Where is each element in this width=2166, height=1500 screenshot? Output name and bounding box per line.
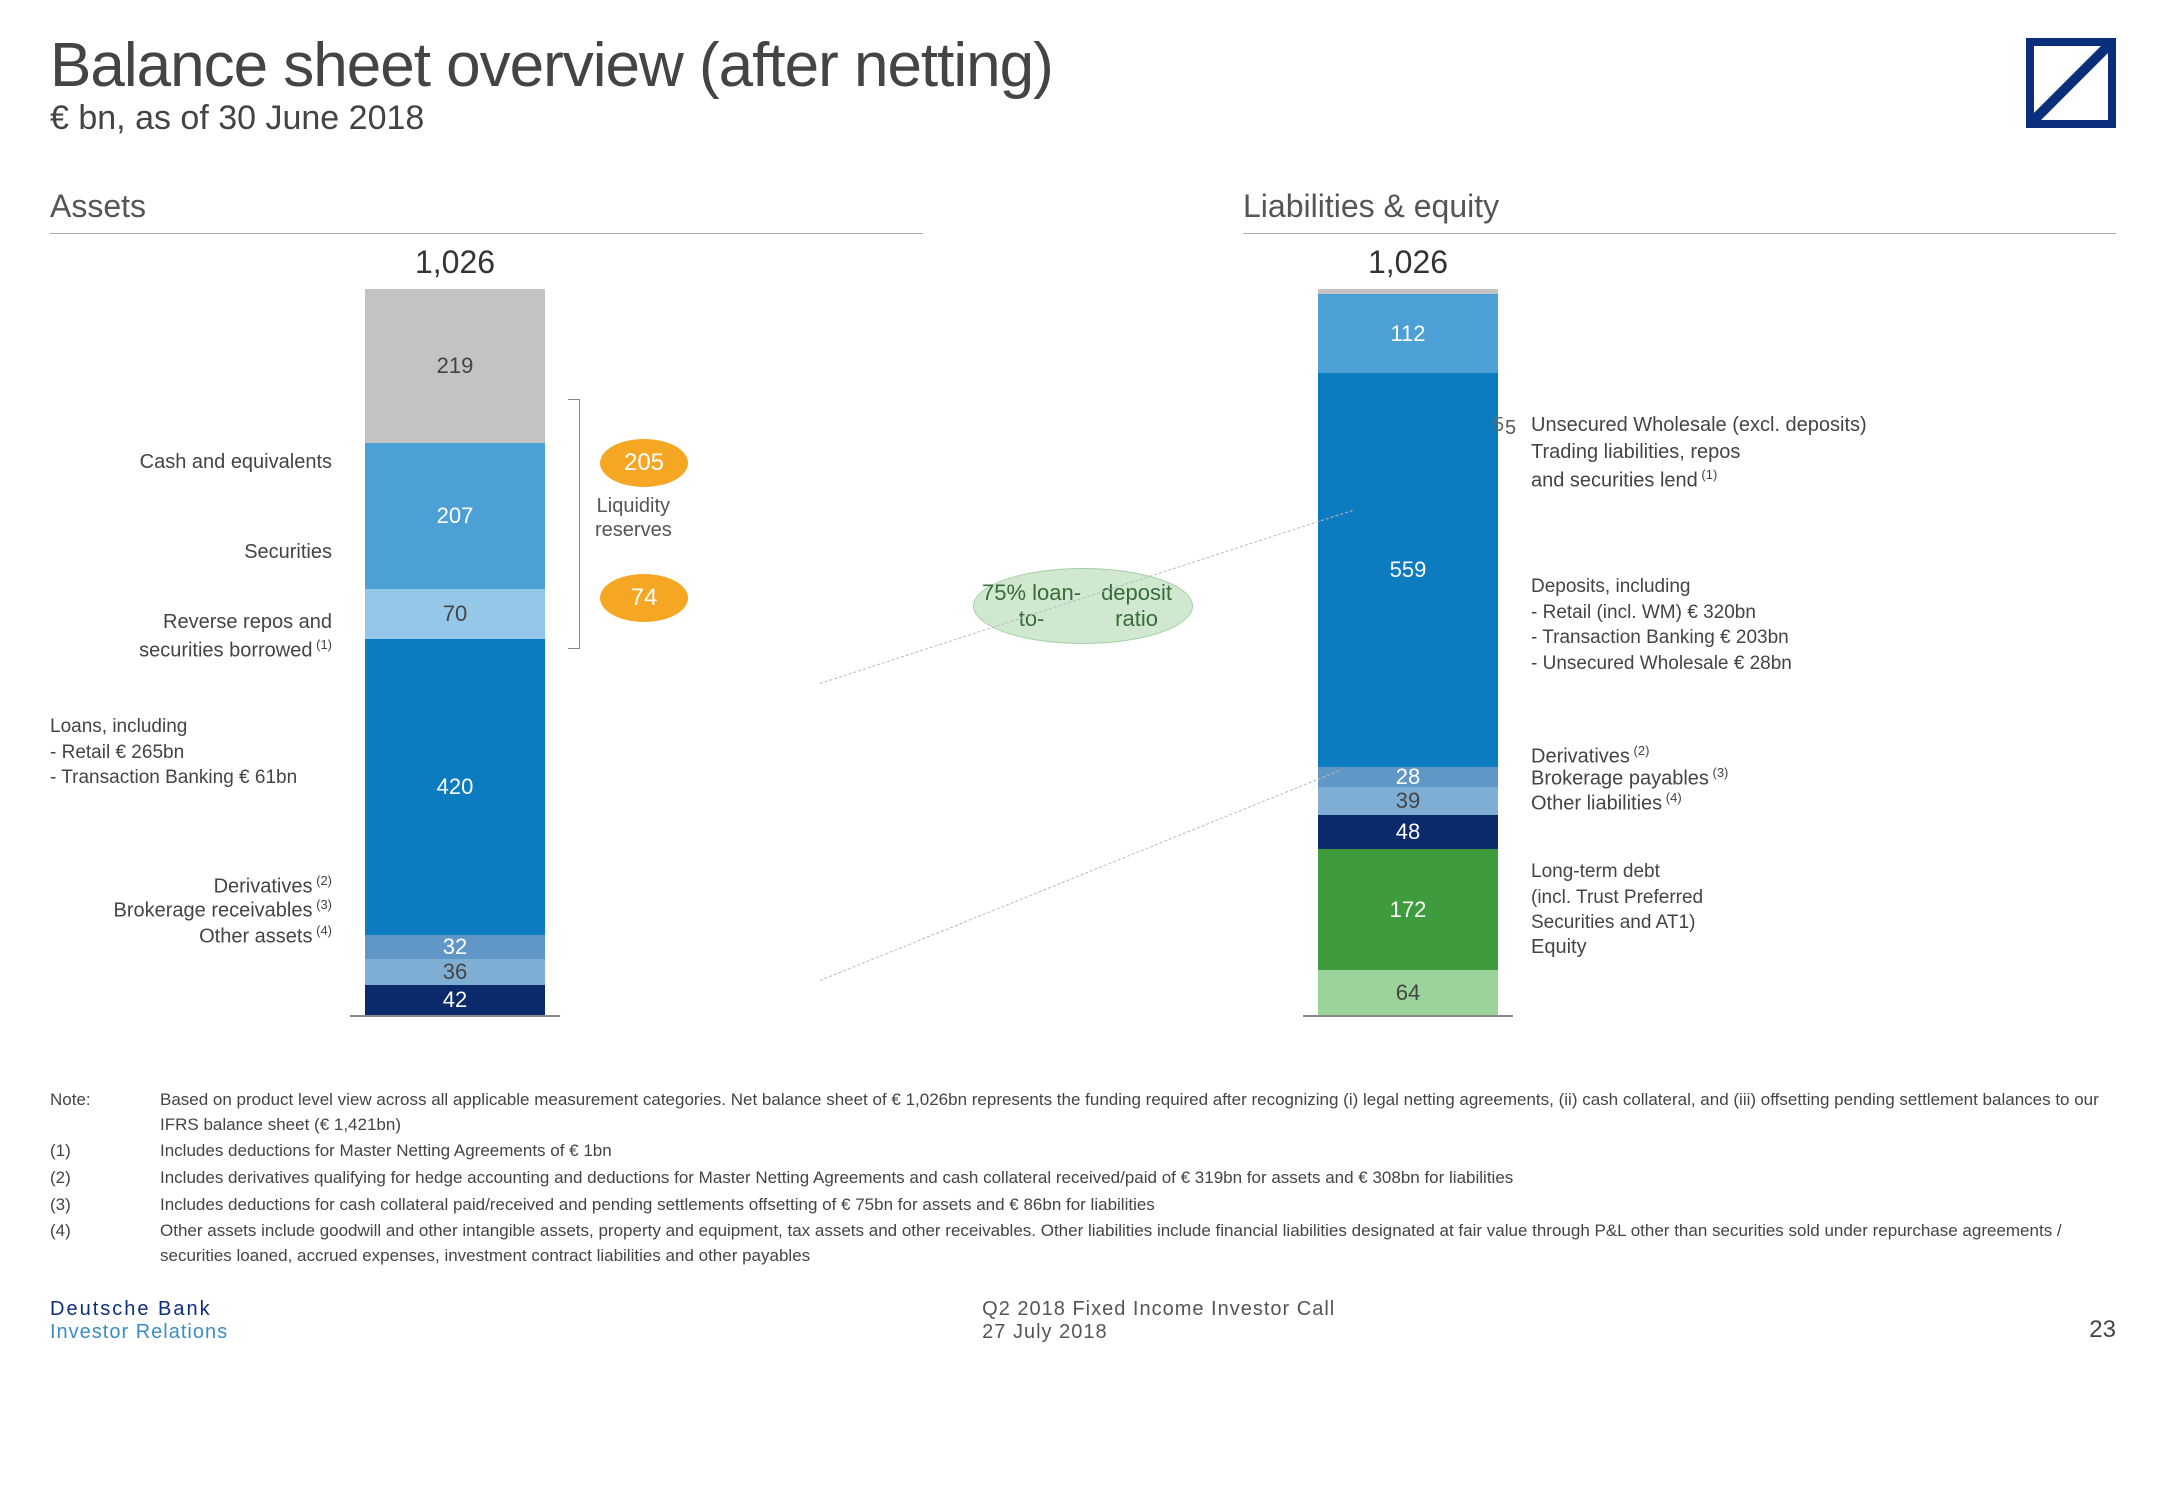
- footer-ir: Investor Relations: [50, 1321, 228, 1344]
- liabilities-bar: 64172483928559112: [1318, 289, 1498, 1015]
- footer-call-title: Q2 2018 Fixed Income Investor Call: [982, 1298, 1335, 1321]
- liabilities-segment-label: Trading liabilities, reposand securities…: [1531, 439, 1951, 495]
- bracket-icon: [568, 399, 580, 649]
- footnote-text: Based on product level view across all a…: [160, 1088, 2116, 1137]
- assets-segment-label: Cash and equivalents: [42, 449, 332, 476]
- liabilities-segment-label: Derivatives (2): [1531, 742, 1951, 771]
- footer-center: Q2 2018 Fixed Income Investor Call 27 Ju…: [982, 1298, 1335, 1344]
- liabilities-segment-label: Long-term debt(incl. Trust PreferredSecu…: [1531, 859, 1951, 936]
- assets-segment: 420: [365, 639, 545, 935]
- footnotes: Note:Based on product level view across …: [50, 1088, 2116, 1268]
- center-callout-area: 75% loan-to-deposit ratio: [963, 188, 1203, 1038]
- footer-date: 27 July 2018: [982, 1321, 1335, 1344]
- assets-segment-label: Reverse repos andsecurities borrowed (1): [42, 609, 332, 665]
- liabilities-segment: 559: [1318, 373, 1498, 767]
- footnote-text: Other assets include goodwill and other …: [160, 1219, 2116, 1268]
- footnote-text: Includes deductions for cash collateral …: [160, 1193, 2116, 1218]
- liabilities-chart-row: 1,026 64172483928559112 EquityLong-term …: [1243, 244, 2116, 984]
- chart-area: Assets Other assets (4)Brokerage receiva…: [50, 188, 2116, 1038]
- assets-segment-label: Securities: [42, 539, 332, 566]
- assets-segment: 42: [365, 985, 545, 1015]
- liabilities-title: Liabilities & equity: [1243, 188, 2116, 234]
- assets-title: Assets: [50, 188, 923, 234]
- liabilities-segment: 112: [1318, 294, 1498, 373]
- footnote-key: (1): [50, 1139, 160, 1164]
- assets-segment-label: Derivatives (2): [42, 872, 332, 901]
- footer: Deutsche Bank Investor Relations Q2 2018…: [50, 1298, 2116, 1344]
- unsecured-wholesale-value: 5: [1505, 417, 1516, 440]
- assets-segment: 32: [365, 935, 545, 959]
- liabilities-segment-label: Equity: [1531, 934, 1951, 961]
- assets-bar-wrap: 1,026 42363242070207219: [350, 244, 560, 1017]
- assets-segment: 207: [365, 443, 545, 589]
- footnote-text: Includes derivatives qualifying for hedg…: [160, 1166, 2116, 1191]
- page-number: 23: [2089, 1316, 2116, 1344]
- liabilities-segment: 48: [1318, 815, 1498, 849]
- liabilities-column: Liabilities & equity 1,026 6417248392855…: [1243, 188, 2116, 1038]
- liabilities-segment-label: Other liabilities (4): [1531, 789, 1951, 818]
- footnote-key: (4): [50, 1219, 160, 1268]
- footnote-text: Includes deductions for Master Netting A…: [160, 1139, 2116, 1164]
- page-title: Balance sheet overview (after netting): [50, 30, 1053, 101]
- footnote-row: (4)Other assets include goodwill and oth…: [50, 1219, 2116, 1268]
- assets-chart-row: Other assets (4)Brokerage receivables (3…: [50, 244, 923, 984]
- assets-segment-label: Loans, including- Retail € 265bn- Transa…: [50, 714, 340, 791]
- liabilities-segment-label: Deposits, including- Retail (incl. WM) €…: [1531, 574, 1951, 677]
- footnote-row: (1)Includes deductions for Master Nettin…: [50, 1139, 2116, 1164]
- footnote-key: Note:: [50, 1088, 160, 1137]
- loan-deposit-ratio-callout: 75% loan-to-deposit ratio: [973, 568, 1193, 644]
- header: Balance sheet overview (after netting) €…: [50, 30, 2116, 138]
- assets-segment-label: Other assets (4): [42, 922, 332, 951]
- assets-column: Assets Other assets (4)Brokerage receiva…: [50, 188, 923, 1038]
- title-block: Balance sheet overview (after netting) €…: [50, 30, 1053, 138]
- liabilities-bar-wrap: 1,026 64172483928559112: [1303, 244, 1513, 1017]
- assets-total: 1,026: [415, 244, 495, 281]
- footnote-row: (2)Includes derivatives qualifying for h…: [50, 1166, 2116, 1191]
- liabilities-segment-label: 5Unsecured Wholesale (excl. deposits): [1531, 412, 1951, 439]
- liabilities-segment: 64: [1318, 970, 1498, 1015]
- footnote-key: (3): [50, 1193, 160, 1218]
- footnote-key: (2): [50, 1166, 160, 1191]
- logo-slash-icon: [2030, 42, 2112, 124]
- liabilities-segment: 28: [1318, 767, 1498, 787]
- db-logo: [2026, 38, 2116, 128]
- liabilities-total: 1,026: [1368, 244, 1448, 281]
- liabilities-segment: 172: [1318, 849, 1498, 970]
- page-subtitle: € bn, as of 30 June 2018: [50, 99, 1053, 138]
- assets-segment: 70: [365, 589, 545, 639]
- footer-bank: Deutsche Bank: [50, 1298, 228, 1321]
- liabilities-segment: 39: [1318, 787, 1498, 815]
- footnote-row: Note:Based on product level view across …: [50, 1088, 2116, 1137]
- footnote-row: (3)Includes deductions for cash collater…: [50, 1193, 2116, 1218]
- liquidity-callout-2: 74: [600, 574, 688, 622]
- assets-segment: 219: [365, 289, 545, 443]
- liquidity-callout-1: 205: [600, 439, 688, 487]
- assets-segment: 36: [365, 959, 545, 985]
- liquidity-reserves-label: Liquidityreserves: [595, 494, 672, 542]
- assets-bar: 42363242070207219: [365, 289, 545, 1015]
- footer-left: Deutsche Bank Investor Relations: [50, 1298, 228, 1344]
